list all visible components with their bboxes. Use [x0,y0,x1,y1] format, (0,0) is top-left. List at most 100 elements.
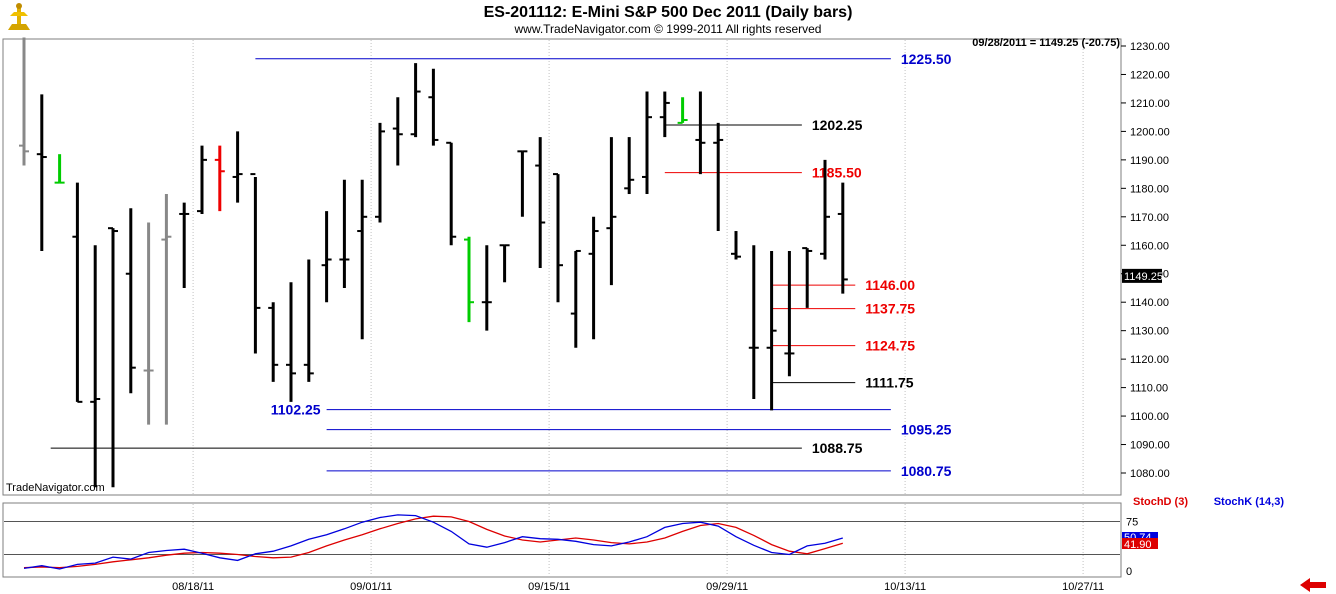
y-tick-label: 1080.00 [1130,468,1170,480]
x-tick-label: 09/29/11 [706,581,748,593]
price-bar [802,247,813,308]
price-bar [731,231,741,260]
price-bar [820,159,830,260]
price-bars [19,37,848,488]
price-bar [232,131,243,203]
vertical-gridlines [192,40,1084,576]
price-bar [837,182,848,294]
y-tick-label: 1090.00 [1130,440,1170,452]
chart-title: ES-201112: E-Mini S&P 500 Dec 2011 (Dail… [484,4,853,21]
date-x-axis: 08/18/11 09/01/11 09/15/11 09/29/11 10/13/11… [172,581,1104,593]
stochastic-lines [23,514,843,570]
y-tick-label: 1190.00 [1130,155,1169,167]
y-tick-label: 1130.00 [1130,326,1169,338]
price-bar [303,259,314,382]
price-y-axis: 1230.00 1220.00 1210.00 1200.00 1190.00 1180.… [1121,41,1170,480]
price-bar [748,245,759,399]
price-bar [90,245,101,488]
level-label: 1111.75 [865,375,914,391]
price-bar [72,182,83,403]
current-price-label: 1149.25 [1124,271,1163,283]
price-bar [553,173,563,303]
stoch-d-line [23,515,843,569]
price-pane-frame [2,38,1122,496]
stoch-d-last: 41.90 [1124,539,1152,551]
price-bar [766,250,777,411]
price-bar [481,245,492,331]
price-bar [517,150,528,217]
price-bar [713,122,724,232]
price-bar [19,37,29,166]
x-tick-label: 09/15/11 [528,581,570,593]
price-bar [268,302,279,382]
price-bar [108,227,118,488]
price-bar [446,141,457,246]
price-bar [321,211,332,303]
level-label: 1080.75 [901,463,952,479]
price-bar [642,91,652,195]
y-tick-label: 1230.00 [1130,41,1170,53]
price-levels: 1225.50 1202.25 1185.50 1146.00 1137.75 1124.… [50,51,952,479]
level-label: 1225.50 [901,51,952,67]
last-bar-info: 09/28/2011 = 1149.25 (-20.75) [972,37,1120,49]
x-tick-label: 10/27/11 [1062,581,1104,593]
y-tick-label: 1200.00 [1130,126,1170,138]
price-bar [179,202,190,288]
level-label: 1088.75 [812,440,863,456]
price-bar [428,68,439,146]
price-bar [410,63,421,138]
y-tick-label: 1100.00 [1130,411,1169,423]
y-tick-label: 1160.00 [1130,240,1169,252]
x-tick-label: 10/13/11 [884,581,926,593]
stoch-y-axis: 75 0 [1126,517,1138,579]
stoch-guide-lines [4,521,1120,555]
level-label: 1102.25 [271,402,321,418]
legend-stoch-d: StochD (3) [1133,496,1188,508]
stoch-pane-frame [2,502,1122,578]
price-bar [197,145,207,214]
price-bar [535,137,546,269]
chart-copyright: www.TradeNavigator.com © 1999-2011 All r… [514,22,822,36]
y-tick-label: 1120.00 [1130,354,1169,366]
stoch-tick-label: 75 [1126,517,1138,529]
price-bar [250,173,261,354]
tradenavigator-logo-icon[interactable] [4,2,34,34]
price-bar [125,208,136,394]
price-bar [606,137,617,286]
price-bar [339,179,350,288]
price-bar [588,216,599,340]
y-tick-label: 1110.00 [1130,383,1168,395]
watermark: TradeNavigator.com [6,482,105,494]
y-tick-label: 1140.00 [1130,297,1169,309]
level-label: 1146.00 [865,277,915,293]
y-tick-label: 1220.00 [1130,69,1170,81]
scroll-left-arrow-icon[interactable] [1300,578,1326,592]
price-bar [624,137,635,195]
level-label: 1095.25 [901,422,952,438]
x-tick-label: 09/01/11 [350,581,392,593]
level-label: 1185.50 [812,165,862,181]
stoch-k-line [23,514,843,570]
price-bar [161,194,172,425]
price-bar [499,244,510,283]
price-bar [659,91,670,138]
y-tick-label: 1210.00 [1130,98,1170,110]
y-tick-label: 1180.00 [1130,183,1169,195]
price-bar [286,282,296,402]
price-bar [54,154,65,184]
price-bar [375,122,385,223]
price-bar [392,97,403,166]
legend-stoch-k: StochK (14,3) [1214,496,1285,508]
price-bar [357,179,368,340]
price-bar [36,94,47,251]
level-label: 1124.75 [865,338,915,354]
y-tick-label: 1170.00 [1130,212,1169,224]
current-price-marker: 1149.25 [1122,268,1163,283]
price-bar [143,222,154,425]
price-bar [695,91,706,175]
price-bar [784,250,795,377]
level-label: 1202.25 [812,117,863,133]
price-bar [677,97,688,124]
price-bar [570,249,581,348]
